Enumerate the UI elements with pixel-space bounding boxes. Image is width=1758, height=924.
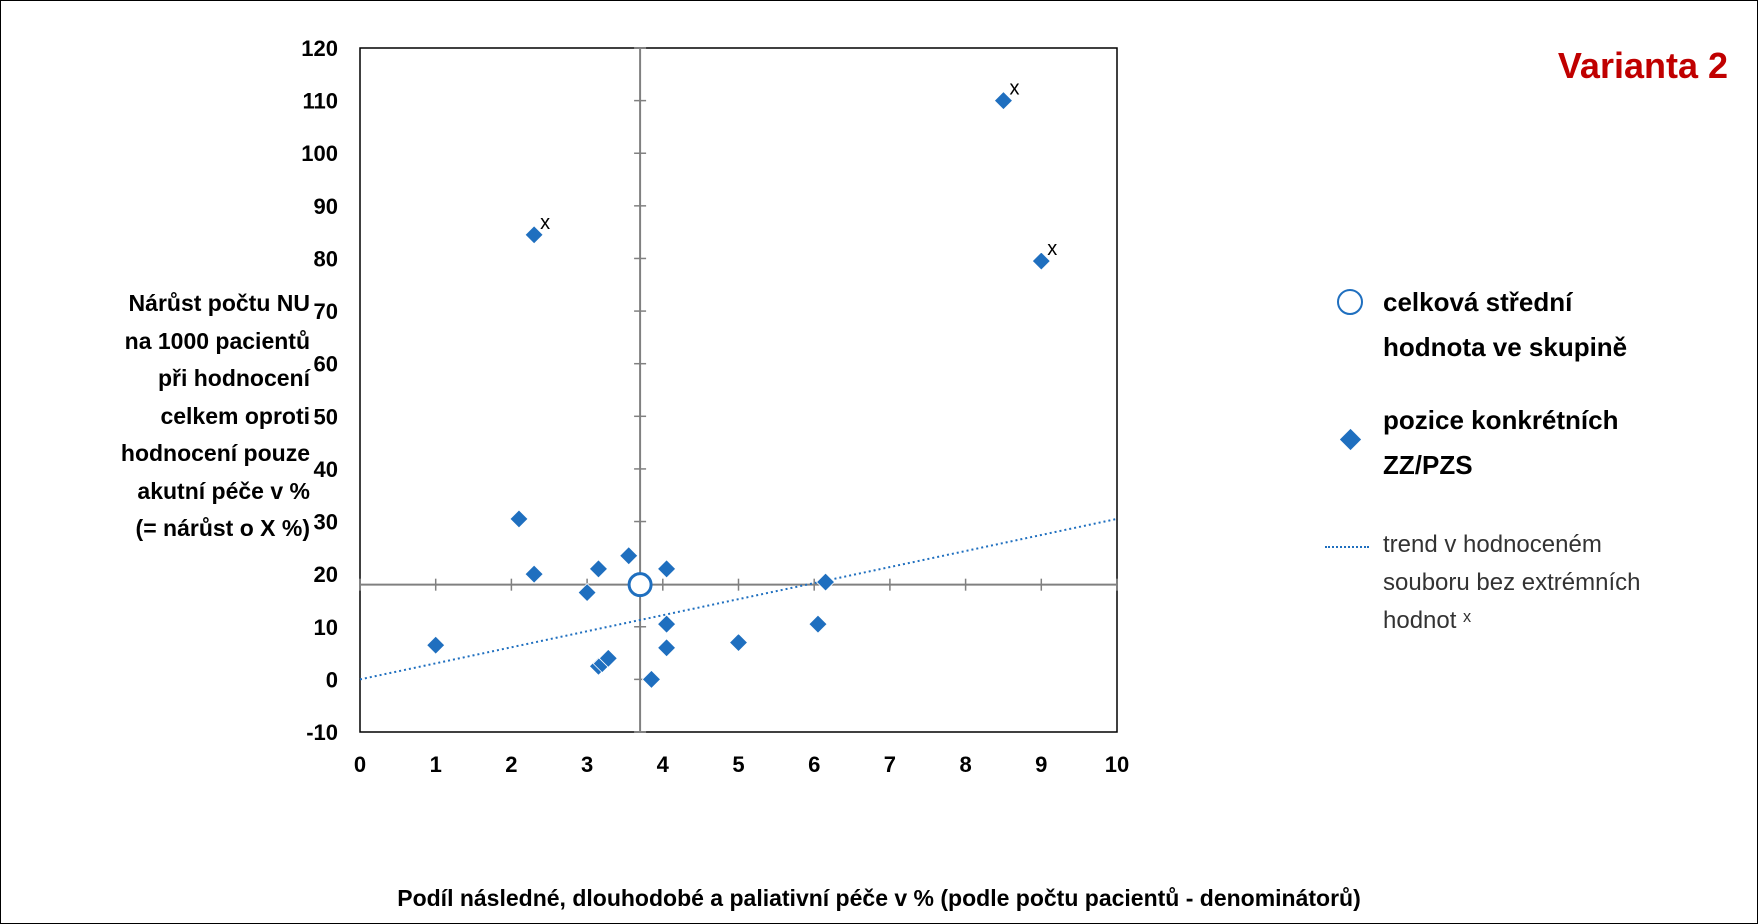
data-point [657, 638, 677, 658]
legend: celková střední hodnota ve skupině pozic… [1325, 280, 1745, 640]
x-tick-label: 4 [657, 752, 670, 777]
mean-point [627, 572, 653, 598]
y-axis-label-line: při hodnocení [157, 365, 310, 391]
legend-item-mean: celková střední hodnota ve skupině [1325, 280, 1745, 370]
y-axis-label-line: (= nárůst o X %) [135, 515, 310, 541]
y-tick-label: 110 [303, 89, 339, 114]
x-tick-label: 8 [959, 752, 971, 777]
legend-points-line: ZZ/PZS [1383, 450, 1473, 480]
data-point [524, 225, 544, 245]
x-tick-label: 9 [1035, 752, 1047, 777]
x-tick-label: 2 [505, 752, 517, 777]
data-point [641, 669, 662, 689]
y-tick-label: 70 [314, 299, 338, 324]
circle-icon [1337, 289, 1363, 315]
data-point [577, 583, 597, 603]
data-point [524, 564, 544, 584]
legend-points-line: pozice konkrétních [1383, 405, 1619, 435]
data-point [657, 614, 677, 634]
y-tick-label: 80 [314, 246, 338, 271]
y-axis-label-line: Nárůst počtu NU [128, 290, 310, 316]
y-tick-label: 60 [314, 352, 338, 377]
data-point [1031, 251, 1051, 271]
y-axis-label-line: na 1000 pacientů [124, 327, 310, 354]
y-tick-label: 10 [314, 615, 338, 640]
legend-item-trend: trend v hodnoceném souboru bez extrémníc… [1325, 526, 1745, 640]
y-axis-label-line: akutní péče v % [137, 477, 310, 504]
x-tick-label: 6 [808, 752, 820, 777]
y-tick-label: 30 [314, 510, 338, 535]
y-axis-label-line: hodnocení pouze [120, 440, 310, 466]
data-point [619, 546, 639, 566]
data-point [588, 559, 609, 579]
y-tick-label: 90 [314, 194, 338, 219]
x-tick-label: 0 [354, 752, 366, 777]
y-tick-label: 0 [326, 667, 338, 692]
extreme-marker-label: x [1047, 238, 1057, 260]
extreme-marker-label: x [1009, 78, 1019, 100]
x-tick-label: 7 [884, 752, 896, 777]
extreme-marker-label: x [540, 212, 550, 234]
y-tick-label: 50 [314, 404, 338, 429]
x-axis-label: Podíl následné, dlouhodobé a paliativní … [397, 885, 1361, 911]
data-point [426, 635, 446, 655]
dotted-line-icon [1325, 546, 1369, 548]
y-tick-label: -10 [306, 720, 338, 745]
legend-mean-line: hodnota ve skupině [1383, 332, 1628, 362]
legend-trend-line: souboru bez extrémních [1383, 569, 1641, 596]
x-tick-label: 10 [1105, 752, 1129, 777]
data-point [657, 559, 677, 579]
diamond-icon [1339, 428, 1362, 451]
y-tick-label: 20 [314, 562, 338, 587]
y-axis-label: Nárůst počtu NU na 1000 pacientů při hod… [40, 285, 310, 548]
y-tick-label: 120 [301, 36, 338, 61]
legend-item-points: pozice konkrétních ZZ/PZS [1325, 398, 1745, 488]
legend-trend-line: trend v hodnoceném [1383, 531, 1602, 558]
data-point [808, 614, 828, 634]
data-point [509, 509, 529, 529]
x-tick-label: 5 [732, 752, 744, 777]
trend-line [359, 517, 1118, 681]
y-tick-label: 40 [314, 457, 338, 482]
chart-title: Varianta 2 [1557, 45, 1728, 86]
data-point [728, 632, 749, 653]
x-tick-label: 1 [430, 752, 442, 777]
y-tick-label: 100 [301, 141, 338, 166]
legend-trend-line: hodnot ˣ [1383, 607, 1471, 634]
y-axis-label-line: celkem oproti [160, 402, 310, 429]
data-point [815, 572, 836, 592]
x-tick-label: 3 [581, 752, 593, 777]
plot-area [359, 47, 1118, 733]
data-point [598, 648, 618, 668]
legend-mean-line: celková střední [1383, 287, 1573, 317]
data-point [993, 91, 1014, 111]
